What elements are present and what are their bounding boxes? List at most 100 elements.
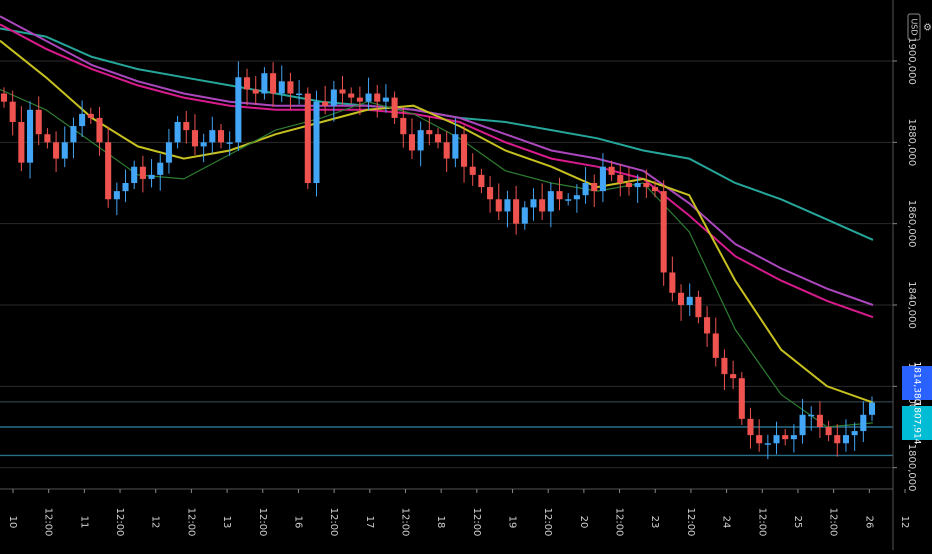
candle-body[interactable] xyxy=(79,113,86,127)
candle-body[interactable] xyxy=(521,207,528,224)
currency-settings-icon[interactable]: ⚙ xyxy=(921,23,932,32)
candle-body[interactable] xyxy=(730,374,737,379)
currency-indicator[interactable]: USD ⚙ xyxy=(907,13,932,41)
candle-body[interactable] xyxy=(790,435,797,440)
candle-body[interactable] xyxy=(599,166,606,192)
candle-body[interactable] xyxy=(374,93,381,102)
candle-body[interactable] xyxy=(322,101,329,106)
candle-body[interactable] xyxy=(296,93,303,96)
candle-body[interactable] xyxy=(513,199,520,224)
candle-body[interactable] xyxy=(61,142,68,159)
candle-body[interactable] xyxy=(183,122,190,131)
candle-body[interactable] xyxy=(669,272,676,293)
candle-body[interactable] xyxy=(391,97,398,118)
candle-body[interactable] xyxy=(244,77,251,90)
candle-body[interactable] xyxy=(417,130,424,151)
candle-body[interactable] xyxy=(365,93,372,102)
currency-button[interactable] xyxy=(907,13,921,41)
candle-body[interactable] xyxy=(608,166,615,175)
candle-body[interactable] xyxy=(148,174,155,179)
candle-body[interactable] xyxy=(9,101,16,122)
candle-body[interactable] xyxy=(712,333,719,358)
candle-body[interactable] xyxy=(270,73,277,94)
candle-body[interactable] xyxy=(851,431,858,436)
candle-body[interactable] xyxy=(461,134,468,167)
candle-body[interactable] xyxy=(53,142,60,159)
candle-body[interactable] xyxy=(487,187,494,200)
candle-body[interactable] xyxy=(860,414,867,432)
candle-body[interactable] xyxy=(678,292,685,305)
candle-body[interactable] xyxy=(582,183,589,196)
candle-body[interactable] xyxy=(287,81,294,94)
candle-body[interactable] xyxy=(842,435,849,444)
candle-body[interactable] xyxy=(304,93,311,183)
candle-body[interactable] xyxy=(660,191,667,273)
candle-body[interactable] xyxy=(764,443,771,445)
candle-body[interactable] xyxy=(44,134,51,143)
candle-body[interactable] xyxy=(565,199,572,201)
candle-body[interactable] xyxy=(695,296,702,318)
candle-body[interactable] xyxy=(400,117,407,135)
candle-body[interactable] xyxy=(174,122,181,143)
candle-body[interactable] xyxy=(157,162,164,175)
candle-body[interactable] xyxy=(834,435,841,444)
candle-body[interactable] xyxy=(747,418,754,436)
candle-body[interactable] xyxy=(217,130,225,143)
candle-body[interactable] xyxy=(651,187,659,192)
candle-body[interactable] xyxy=(495,199,502,212)
candle-body[interactable] xyxy=(426,130,433,135)
candle-body[interactable] xyxy=(356,97,363,102)
candle-body[interactable] xyxy=(0,93,8,102)
candle-body[interactable] xyxy=(782,435,789,440)
candle-body[interactable] xyxy=(634,183,641,188)
y-axis[interactable]: 1900,0001880,0001860,0001840,0001820,000… xyxy=(892,0,917,550)
candle-body[interactable] xyxy=(200,142,207,147)
candle-body[interactable] xyxy=(808,414,815,417)
candle-body[interactable] xyxy=(625,183,632,188)
candle-body[interactable] xyxy=(122,183,129,192)
candle-body[interactable] xyxy=(573,195,580,200)
candle-body[interactable] xyxy=(35,109,42,135)
candle-body[interactable] xyxy=(165,142,172,163)
candle-body[interactable] xyxy=(139,166,146,179)
candle-body[interactable] xyxy=(235,77,242,143)
candle-body[interactable] xyxy=(348,93,355,98)
candle-body[interactable] xyxy=(643,183,650,188)
candle-body[interactable] xyxy=(209,130,216,143)
candle-body[interactable] xyxy=(452,134,459,159)
candle-body[interactable] xyxy=(478,174,485,188)
candle-body[interactable] xyxy=(738,378,745,419)
candle-body[interactable] xyxy=(70,126,77,143)
candle-body[interactable] xyxy=(756,435,763,444)
candle-body[interactable] xyxy=(408,134,415,151)
candle-body[interactable] xyxy=(773,435,780,444)
candle-body[interactable] xyxy=(105,142,112,200)
candle-body[interactable] xyxy=(226,142,233,144)
candle-body[interactable] xyxy=(556,191,563,200)
candle-body[interactable] xyxy=(825,427,832,436)
candle-body[interactable] xyxy=(27,109,34,163)
x-axis[interactable]: 10 12:00 11 12:00 12 12:00 13 12:00 16 12:00 17 12:… xyxy=(0,488,910,536)
candle-body[interactable] xyxy=(617,174,624,183)
candle-body[interactable] xyxy=(530,199,537,208)
candle-body[interactable] xyxy=(539,199,546,212)
candle-body[interactable] xyxy=(443,142,450,159)
candle-body[interactable] xyxy=(704,317,711,334)
candle-body[interactable] xyxy=(330,89,337,106)
candle-body[interactable] xyxy=(591,183,598,192)
candle-body[interactable] xyxy=(278,81,285,94)
candle-body[interactable] xyxy=(87,113,94,118)
candle-body[interactable] xyxy=(113,191,120,200)
candle-body[interactable] xyxy=(504,199,511,212)
candle-body[interactable] xyxy=(799,414,806,436)
candle-body[interactable] xyxy=(868,402,876,415)
candle-body[interactable] xyxy=(721,357,728,375)
candle-body[interactable] xyxy=(131,166,138,183)
candle-body[interactable] xyxy=(339,89,346,94)
candle-body[interactable] xyxy=(547,191,554,212)
candle-body[interactable] xyxy=(191,130,198,147)
candle-body[interactable] xyxy=(469,166,476,175)
candlesticks[interactable] xyxy=(0,61,876,460)
